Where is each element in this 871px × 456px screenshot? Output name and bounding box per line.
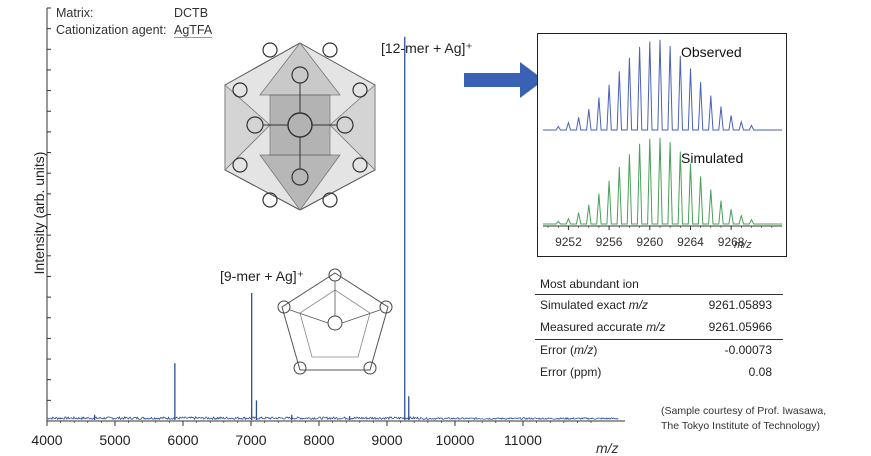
isotope-peak bbox=[608, 84, 610, 86]
isotope-peak bbox=[679, 151, 681, 153]
isotope-peak bbox=[720, 200, 722, 202]
isotope-peak bbox=[659, 137, 661, 139]
x-tick-label: 4000 bbox=[31, 432, 63, 448]
isotope-peak bbox=[629, 153, 630, 155]
table-row-value: 0.08 bbox=[748, 365, 772, 379]
isotope-peak bbox=[568, 218, 569, 220]
isotope-peak bbox=[649, 41, 651, 43]
isotope-peak bbox=[639, 143, 641, 145]
isotope-peak bbox=[608, 180, 610, 182]
inset-x-tick-label: 9264 bbox=[677, 235, 704, 249]
isotope-peak bbox=[751, 219, 752, 221]
isotope-peak bbox=[669, 141, 671, 143]
inset-x-tick-label: 9268 bbox=[717, 235, 745, 249]
zoom-arrow bbox=[464, 62, 544, 98]
table-title: Most abundant ion bbox=[540, 277, 639, 291]
baseline-noise bbox=[46, 415, 619, 421]
isotope-peak bbox=[720, 106, 722, 107]
sample-note-line2: The Tokyo Institute of Technology) bbox=[661, 420, 820, 432]
table-row-value: -0.00073 bbox=[724, 343, 772, 357]
cationization-value: AgTFA bbox=[174, 23, 213, 38]
isotope-peak bbox=[679, 55, 681, 57]
isotope-peak bbox=[568, 122, 569, 124]
matrix-value: DCTB bbox=[174, 6, 209, 20]
inset-x-axis-label: m/z bbox=[734, 239, 752, 251]
x-tick-label: 5000 bbox=[99, 432, 131, 448]
isotope-peak bbox=[740, 121, 742, 123]
x-axis-label: m/z bbox=[596, 440, 619, 456]
isotope-peak bbox=[700, 176, 702, 178]
isotope-peak bbox=[618, 71, 620, 72]
table-row-value: 9261.05893 bbox=[708, 298, 772, 312]
table-row-label: Error (m/z) bbox=[540, 343, 598, 357]
isotope-peak bbox=[557, 221, 559, 222]
matrix-label: Matrix: bbox=[56, 6, 94, 20]
table-rule-mid bbox=[535, 339, 783, 340]
cationization-label: Cationization agent: bbox=[56, 23, 167, 37]
isotope-peak bbox=[649, 138, 651, 140]
nine-mer-structure-image bbox=[277, 268, 393, 375]
isotope-peak bbox=[740, 215, 742, 216]
isotope-peak bbox=[598, 193, 600, 195]
y-axis-ticks bbox=[47, 7, 51, 422]
table-row-value: 9261.05966 bbox=[708, 320, 772, 334]
isotope-peak bbox=[730, 208, 732, 210]
x-tick-label: 10000 bbox=[435, 432, 475, 448]
isotope-peak bbox=[639, 46, 641, 48]
isotope-peak bbox=[598, 97, 600, 98]
spectrum-baseline bbox=[46, 415, 619, 421]
table-row-label: Simulated exact m/z bbox=[540, 298, 649, 312]
observed-isotope-pattern bbox=[543, 39, 782, 131]
isotope-peak bbox=[659, 39, 661, 41]
isotope-peak bbox=[669, 45, 671, 47]
isotope-pattern-line bbox=[543, 39, 782, 131]
isotope-peak bbox=[700, 81, 702, 83]
isotope-peak bbox=[730, 115, 732, 116]
annotation-9mer: [9-mer + Ag]⁺ bbox=[220, 268, 305, 284]
x-tick-label: 9000 bbox=[371, 432, 403, 448]
isotope-peak bbox=[710, 95, 712, 97]
isotope-peak bbox=[588, 108, 590, 110]
isotope-peak bbox=[751, 125, 752, 126]
spectrum-peaks bbox=[93, 36, 410, 420]
table-row-label: Error (ppm) bbox=[540, 365, 602, 379]
simulated-isotope-pattern bbox=[543, 137, 782, 225]
isotope-peak bbox=[578, 117, 579, 118]
inset-x-tick-label: 9256 bbox=[595, 235, 623, 249]
inset-x-tick-label: 9260 bbox=[636, 235, 664, 249]
x-tick-label: 6000 bbox=[167, 432, 199, 448]
isotope-pattern-line bbox=[543, 137, 782, 225]
cage-structure-image bbox=[224, 42, 376, 211]
observed-label: Observed bbox=[681, 44, 742, 60]
isotope-peak bbox=[557, 126, 559, 127]
isotope-peak bbox=[710, 189, 712, 191]
isotope-peak bbox=[588, 204, 590, 206]
isotope-peak bbox=[690, 163, 691, 165]
inset-x-tick-label: 9252 bbox=[555, 235, 582, 249]
x-axis-ticks bbox=[46, 421, 592, 426]
sample-note-line1: (Sample courtesy of Prof. Iwasawa, bbox=[661, 405, 827, 417]
simulated-label: Simulated bbox=[681, 150, 744, 166]
table-row-label: Measured accurate m/z bbox=[540, 320, 666, 334]
x-tick-label: 7000 bbox=[235, 432, 267, 448]
x-tick-label: 11000 bbox=[504, 432, 542, 448]
table-rule-top bbox=[535, 294, 783, 295]
isotope-peak bbox=[690, 68, 691, 70]
isotope-peak bbox=[618, 166, 620, 168]
x-tick-label: 8000 bbox=[303, 432, 335, 448]
inset-x-axis bbox=[543, 225, 782, 230]
isotope-peak bbox=[578, 212, 579, 214]
annotation-12mer: [12-mer + Ag]⁺ bbox=[381, 40, 473, 56]
isotope-peak bbox=[629, 57, 630, 59]
